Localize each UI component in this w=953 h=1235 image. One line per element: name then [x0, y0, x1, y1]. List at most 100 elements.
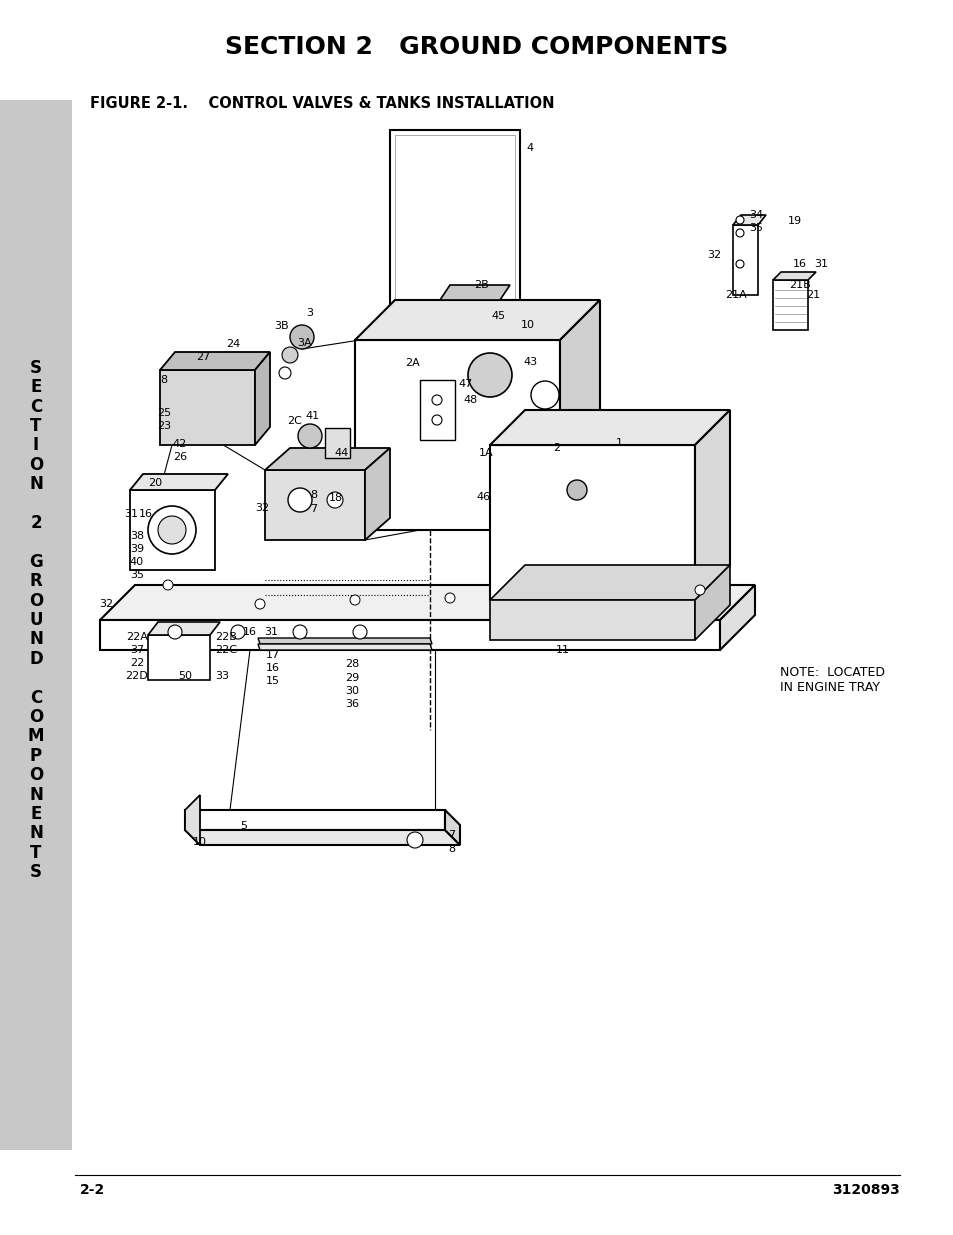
Polygon shape	[390, 130, 519, 480]
Circle shape	[168, 625, 182, 638]
Polygon shape	[419, 490, 490, 505]
Polygon shape	[419, 380, 455, 440]
Circle shape	[327, 492, 343, 508]
Polygon shape	[355, 340, 559, 530]
Polygon shape	[490, 600, 695, 640]
Text: 40: 40	[130, 557, 144, 567]
Circle shape	[353, 625, 367, 638]
Text: 8: 8	[160, 375, 168, 385]
Text: 7: 7	[448, 830, 456, 840]
Text: 1: 1	[615, 438, 622, 448]
Polygon shape	[100, 585, 754, 620]
Text: 22A: 22A	[126, 632, 148, 642]
Polygon shape	[732, 215, 765, 225]
Polygon shape	[325, 429, 350, 458]
Text: 22B: 22B	[214, 632, 236, 642]
Polygon shape	[490, 445, 695, 600]
Circle shape	[432, 415, 441, 425]
Text: 34: 34	[748, 210, 762, 220]
Polygon shape	[695, 410, 729, 600]
Text: 36: 36	[345, 699, 358, 709]
Text: 21B: 21B	[788, 280, 810, 290]
Text: 25: 25	[157, 408, 171, 417]
Circle shape	[148, 506, 195, 555]
Circle shape	[231, 625, 245, 638]
Text: 47: 47	[458, 379, 473, 389]
Text: 19: 19	[787, 216, 801, 226]
Text: 22D: 22D	[126, 671, 149, 680]
Text: 43: 43	[523, 357, 537, 367]
Text: 26: 26	[172, 452, 187, 462]
Text: 7: 7	[310, 504, 317, 514]
Text: S
E
C
T
I
O
N
 
2
 
G
R
O
U
N
D
 
C
O
M
P
O
N
E
N
T
S: S E C T I O N 2 G R O U N D C O M P O N …	[28, 359, 44, 882]
Text: 10: 10	[520, 320, 535, 330]
Polygon shape	[772, 272, 815, 280]
Polygon shape	[160, 370, 254, 445]
Text: 3: 3	[306, 308, 314, 317]
Text: 16: 16	[266, 663, 280, 673]
Circle shape	[282, 347, 297, 363]
Text: 5: 5	[240, 821, 247, 831]
Text: 31: 31	[264, 627, 277, 637]
Polygon shape	[490, 410, 729, 445]
Circle shape	[695, 585, 704, 595]
Circle shape	[290, 325, 314, 350]
Circle shape	[163, 580, 172, 590]
Text: 16: 16	[792, 259, 806, 269]
Polygon shape	[185, 810, 444, 830]
Circle shape	[350, 595, 359, 605]
Text: 32: 32	[254, 503, 269, 513]
Polygon shape	[355, 300, 599, 340]
Text: 31: 31	[813, 259, 827, 269]
Circle shape	[158, 516, 186, 543]
Circle shape	[735, 216, 743, 224]
Circle shape	[735, 261, 743, 268]
Text: 48: 48	[463, 395, 477, 405]
Polygon shape	[419, 475, 490, 490]
Text: 44: 44	[335, 448, 349, 458]
Polygon shape	[444, 810, 459, 845]
Text: 23: 23	[157, 421, 171, 431]
Circle shape	[254, 599, 265, 609]
Text: 4: 4	[526, 143, 533, 153]
Polygon shape	[732, 225, 758, 295]
Text: 45: 45	[492, 311, 505, 321]
Text: 38: 38	[130, 531, 144, 541]
Text: 3B: 3B	[274, 321, 289, 331]
Polygon shape	[439, 285, 510, 300]
Text: 28: 28	[345, 659, 358, 669]
Polygon shape	[257, 643, 432, 650]
Text: 41: 41	[306, 411, 319, 421]
Text: 30: 30	[345, 685, 358, 697]
Text: 32: 32	[99, 599, 113, 609]
Polygon shape	[148, 622, 220, 635]
Text: 35: 35	[748, 224, 762, 233]
Text: 16: 16	[243, 627, 256, 637]
Text: 17: 17	[266, 650, 280, 659]
Text: 21: 21	[805, 290, 820, 300]
Text: 2: 2	[553, 443, 560, 453]
Text: 32: 32	[706, 249, 720, 261]
Text: 20: 20	[148, 478, 162, 488]
Text: 2C: 2C	[287, 416, 302, 426]
Text: 22: 22	[130, 658, 144, 668]
Polygon shape	[559, 300, 599, 530]
Text: 50: 50	[178, 671, 192, 680]
Text: 3120893: 3120893	[831, 1183, 899, 1197]
Text: 18: 18	[329, 493, 343, 503]
Text: 22C: 22C	[214, 645, 236, 655]
Text: 2B: 2B	[475, 280, 489, 290]
Text: 15: 15	[266, 676, 280, 685]
Polygon shape	[254, 352, 270, 445]
Text: 46: 46	[476, 492, 491, 501]
Text: 37: 37	[130, 645, 144, 655]
Circle shape	[407, 832, 422, 848]
Polygon shape	[720, 585, 754, 650]
Text: 8: 8	[448, 844, 456, 853]
Text: 3A: 3A	[297, 338, 312, 348]
Text: SECTION 2   GROUND COMPONENTS: SECTION 2 GROUND COMPONENTS	[225, 35, 728, 59]
Text: 24: 24	[226, 338, 240, 350]
Text: 33: 33	[214, 671, 229, 680]
Text: 29: 29	[345, 673, 358, 683]
Polygon shape	[265, 448, 390, 471]
